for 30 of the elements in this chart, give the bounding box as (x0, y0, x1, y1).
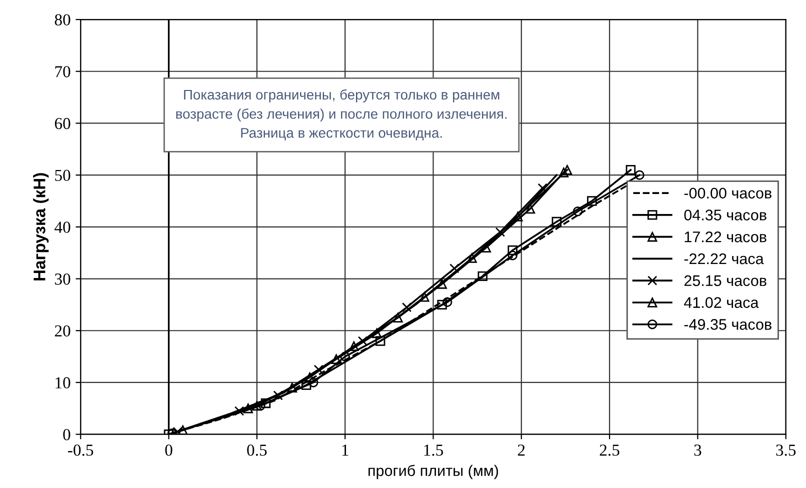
x-tick-label: 3.5 (776, 444, 796, 456)
legend-label: -49.35 часов (684, 319, 772, 330)
x-tick-label: 0 (165, 444, 172, 456)
annotation: Показания ограничены, берутся только в раннем (184, 89, 500, 102)
annotation: Разница в жесткости очевидна. (241, 128, 442, 140)
y-tick-label: 0 (63, 429, 70, 440)
annotation: возрасте (без лечения) и после полного излечения. (176, 108, 507, 122)
legend-label: 17.22 часов (684, 232, 766, 242)
y-tick-label: 50 (55, 170, 70, 182)
y-axis-title: Нагрузка (кН) (33, 173, 49, 280)
x-tick-label: 2.5 (600, 444, 620, 456)
y-tick-label: 20 (54, 325, 70, 337)
legend-label: 25.15 часов (684, 275, 766, 286)
y-tick-label: 10 (56, 377, 70, 388)
x-tick-label: 0.5 (247, 444, 267, 456)
y-tick-label: 40 (54, 222, 70, 233)
x-tick-label: -0.5 (68, 444, 94, 456)
x-tick-label: 1.5 (424, 444, 443, 456)
y-tick-label: 30 (55, 273, 70, 285)
legend-label: -00.00 часов (684, 188, 772, 199)
y-tick-label: 80 (54, 14, 70, 26)
y-tick-label: 60 (54, 118, 70, 130)
x-tick-label: 3 (694, 444, 702, 456)
x-tick-label: 1 (342, 444, 348, 456)
legend-label: 41.02 часа (684, 297, 759, 308)
legend-label: 04.35 часов (684, 210, 766, 220)
legend-label: -22.22 часа (684, 253, 764, 264)
y-tick-label: 70 (55, 66, 70, 78)
x-tick-label: 2 (518, 444, 525, 456)
x-axis-title: прогиб плиты (мм) (368, 464, 498, 480)
